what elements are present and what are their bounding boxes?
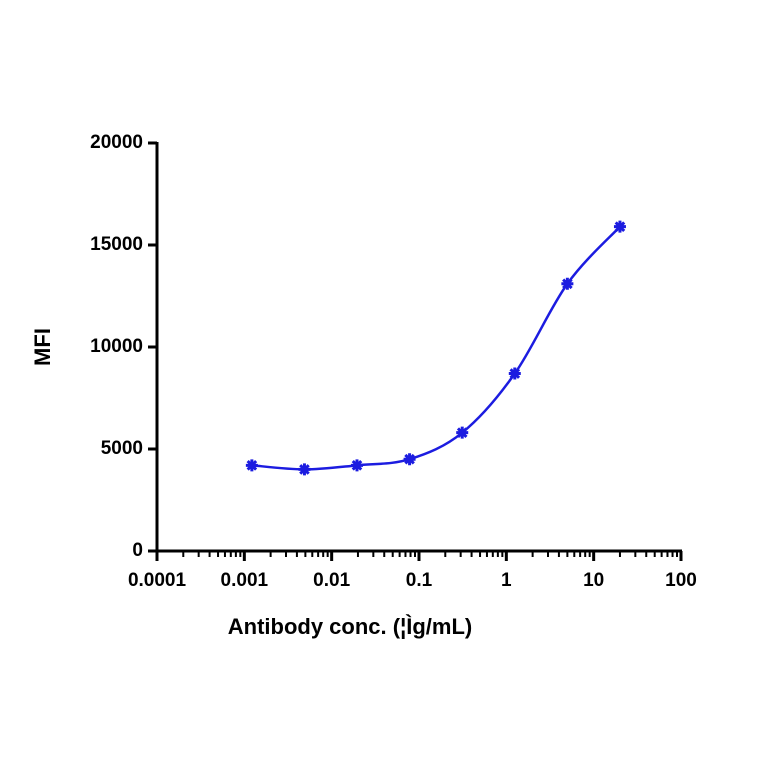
x-tick-label: 0.0001 xyxy=(128,570,187,591)
data-point xyxy=(403,453,416,466)
x-tick-label: 0.1 xyxy=(406,570,433,591)
y-tick-label: 15000 xyxy=(90,234,143,255)
y-tick-label: 5000 xyxy=(101,438,143,459)
y-axis-label: MFI xyxy=(30,328,55,366)
data-point xyxy=(613,220,626,233)
x-tick-label: 1 xyxy=(501,570,512,591)
x-axis-label: Antibody conc. (¦Ìg/mL) xyxy=(228,614,472,639)
x-tick-label: 0.001 xyxy=(221,570,269,591)
y-tick-label: 10000 xyxy=(90,336,143,357)
y-tick-label: 20000 xyxy=(90,132,143,153)
data-point xyxy=(456,426,469,439)
data-point xyxy=(508,367,521,380)
data-point xyxy=(245,459,258,472)
data-point xyxy=(298,463,311,476)
data-point xyxy=(350,459,363,472)
y-tick-label: 0 xyxy=(132,540,143,561)
data-point xyxy=(561,277,574,290)
x-tick-label: 0.01 xyxy=(313,570,350,591)
x-tick-label: 10 xyxy=(583,570,604,591)
x-tick-label: 100 xyxy=(665,570,697,591)
fit-curve xyxy=(251,225,621,471)
